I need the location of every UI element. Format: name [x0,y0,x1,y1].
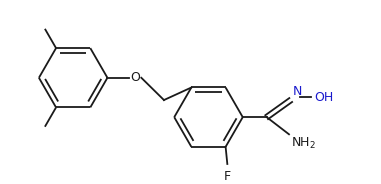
Text: F: F [224,170,231,183]
Text: N: N [292,85,302,98]
Text: O: O [130,71,140,84]
Text: OH: OH [314,91,333,104]
Text: NH$_2$: NH$_2$ [291,136,316,151]
